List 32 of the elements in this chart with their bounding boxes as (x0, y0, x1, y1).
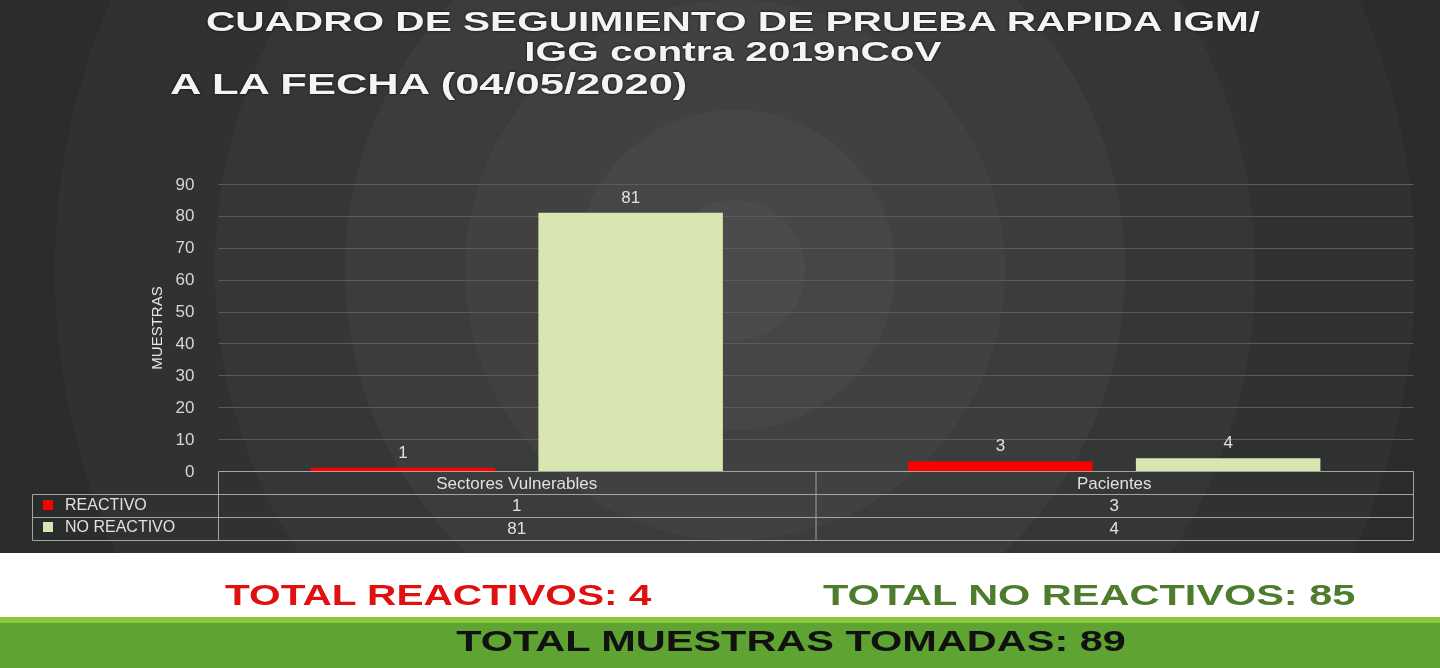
annotation: 3 (995, 436, 1006, 456)
y-tick-label: 80 (175, 206, 195, 226)
chart-subtitle: A LA FECHA (04/05/2020) (170, 68, 688, 100)
bar (908, 461, 1093, 471)
data-label: 3 (1109, 496, 1119, 516)
bar (310, 467, 496, 471)
y-tick-label: 90 (175, 174, 195, 194)
legend-label: REACTIVO (65, 496, 147, 513)
text: TOTAL REACTIVOS: 4 (225, 579, 652, 611)
x-tick-label: Pacientes (1076, 473, 1152, 493)
text: TOTAL NO REACTIVOS: 85 (823, 579, 1356, 611)
y-tick-label: 70 (175, 238, 195, 258)
y-tick-label: 40 (175, 333, 195, 353)
text: TOTAL MUESTRAS TOMADAS: 89 (456, 625, 1126, 657)
data-label: 81 (507, 519, 527, 539)
x-tick-label: Sectores Vulnerables (436, 473, 598, 493)
data-label: 4 (1109, 519, 1119, 539)
legend-label: NO REACTIVO (65, 518, 176, 535)
bar (538, 212, 723, 471)
bar (1135, 458, 1321, 471)
y-tick-label: 30 (175, 365, 195, 385)
annotation: 4 (1223, 433, 1233, 453)
y-tick-label: 60 (175, 270, 195, 290)
annotation: 81 (621, 187, 641, 207)
y-axis-title: MUESTRAS (147, 286, 165, 370)
y-tick-label: 10 (175, 429, 195, 449)
y-tick-label: 50 (175, 302, 195, 322)
y-tick-label: 0 (185, 461, 195, 481)
data-label: 1 (512, 496, 522, 516)
chart-title: CUADRO DE SEGUIMIENTO DE PRUEBA RAPIDA IGM/ IGG contra 2019nCoV (204, 6, 1262, 67)
y-tick-label: 20 (175, 397, 195, 417)
annotation: 1 (398, 442, 408, 462)
